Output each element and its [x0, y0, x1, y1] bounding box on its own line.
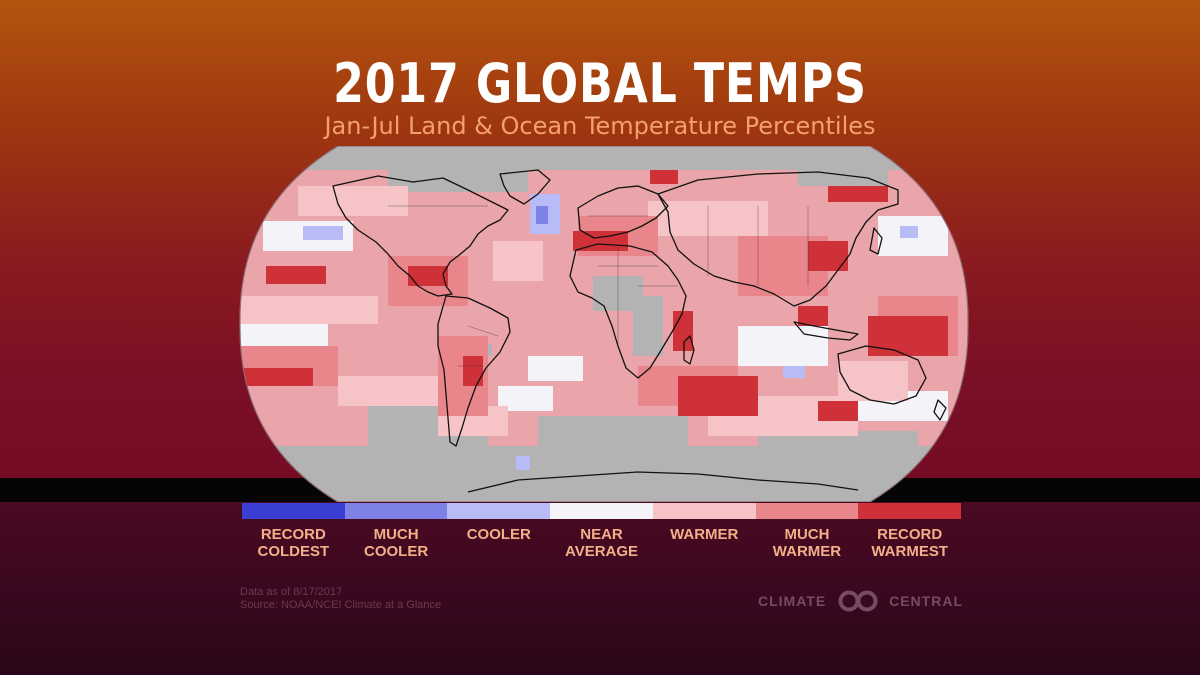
world-temperature-map	[239, 146, 969, 502]
near-average-indian	[738, 326, 828, 366]
cooler-w-pacific	[900, 226, 918, 238]
new-zealand-outline	[933, 399, 947, 421]
record-warmest-e-pacific	[239, 368, 313, 386]
record-warmest-china-sea	[798, 306, 828, 326]
north-america-outline	[332, 175, 509, 297]
legend-label-cooler: COOLER	[466, 526, 531, 543]
record-warmest-gulf	[408, 266, 448, 286]
data-source-note: Data as of 8/17/2017 Source: NOAA/NCEI C…	[240, 586, 441, 612]
legend-swatch-much-warmer	[755, 503, 859, 519]
legend-swatch-record-warmest	[858, 503, 962, 519]
legend-labels: RECORD COLDEST MUCH COOLER COOLER NEAR A…	[242, 526, 961, 560]
record-warmest-indian-ocean	[678, 376, 758, 416]
europe-outline	[577, 185, 669, 239]
brand-word-central: CENTRAL	[889, 593, 963, 609]
indonesia-outline	[793, 321, 859, 341]
legend-label-near-average: NEAR AVERAGE	[564, 526, 639, 560]
legend-swatch-much-cooler	[344, 503, 448, 519]
africa-outline	[569, 243, 687, 379]
legend-label-much-cooler: MUCH COOLER	[363, 526, 429, 560]
country-borders	[388, 205, 809, 367]
page-subtitle: Jan-Jul Land & Ocean Temperature Percent…	[324, 112, 876, 140]
warmer-n-pacific	[298, 186, 408, 216]
source-note: Source: NOAA/NCEI Climate at a Glance	[240, 599, 442, 611]
record-warmest-s-pacific	[818, 401, 858, 421]
legend-label-much-warmer: MUCH WARMER	[772, 526, 842, 560]
legend-swatch-warmer	[652, 503, 756, 519]
near-average-e-pacific	[239, 324, 328, 346]
page-title: 2017 GLOBAL TEMPS	[333, 52, 867, 115]
record-warmest-w-pacific	[868, 316, 948, 356]
legend-color-scale	[242, 503, 962, 519]
climate-central-logo: CLIMATE CENTRAL	[758, 590, 963, 612]
legend-swatch-near-average	[550, 503, 653, 519]
warmer-atlantic	[493, 241, 543, 281]
nodata-africa-2	[633, 296, 663, 356]
record-warmest-n-pacific	[266, 266, 326, 284]
much-cooler-n-atlantic	[536, 206, 548, 224]
south-america-outline	[437, 295, 511, 447]
madagascar-outline	[683, 335, 695, 365]
cooler-s-america	[516, 456, 530, 470]
record-warmest-barents	[650, 170, 678, 184]
background-bottom	[0, 502, 1200, 675]
nodata-southern-ocean-2	[538, 416, 688, 456]
near-average-s-atlantic	[528, 356, 583, 381]
record-warmest-china	[808, 241, 848, 271]
record-warmest-east-africa	[673, 311, 693, 351]
record-warmest-siberia	[828, 186, 888, 202]
warmer-pacific	[239, 296, 378, 324]
record-warmest-mediterranean	[573, 231, 628, 251]
brand-word-climate: CLIMATE	[758, 593, 827, 609]
legend-label-warmer: WARMER	[670, 526, 739, 543]
legend-label-record-coldest: RECORD COLDEST	[257, 526, 330, 560]
cooler-n-pacific	[303, 226, 343, 240]
antarctica-outline	[467, 471, 859, 493]
legend-swatch-cooler	[447, 503, 551, 519]
nodata-arctic	[239, 146, 969, 170]
nodata-arctic-2	[388, 164, 528, 192]
brand-rings-icon	[838, 590, 878, 612]
asia-outline	[657, 171, 899, 307]
australia-outline	[837, 345, 927, 405]
greenland-outline	[499, 169, 551, 205]
map-frame	[239, 146, 969, 502]
japan-outline	[869, 227, 883, 255]
nodata-arctic-3	[798, 168, 888, 186]
legend-swatch-record-coldest	[242, 503, 345, 519]
data-date-note: Data as of 8/17/2017	[240, 586, 343, 598]
warmer-australia	[838, 361, 908, 401]
legend-label-record-warmest: RECORD WARMEST	[871, 526, 948, 560]
record-warmest-s-atlantic	[463, 356, 483, 386]
cooler-indian	[783, 366, 805, 378]
